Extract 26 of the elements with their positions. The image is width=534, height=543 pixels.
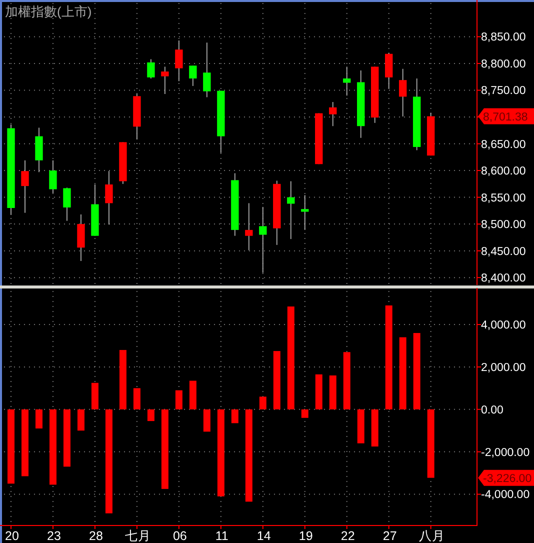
y-tick-label: 4,000.00	[481, 320, 526, 332]
x-tick-label: 06	[172, 529, 187, 543]
y-tick-label: 8,650.00	[481, 138, 526, 151]
y-tick-label: 8,450.00	[481, 246, 526, 258]
y-tick-label: 2,000.00	[481, 362, 526, 374]
x-tick-label: 20	[5, 529, 19, 543]
x-tick-label: 27	[382, 529, 397, 543]
y-tick-label: 8,400.00	[481, 272, 526, 285]
y-tick-label: 0.00	[481, 404, 504, 416]
x-tick-label: 11	[215, 529, 228, 543]
chart-title: 加權指數(上市)	[5, 4, 92, 19]
y-tick-label: -2,000.00	[481, 446, 530, 459]
y-tick-label: 8,600.00	[481, 166, 526, 178]
x-tick-label: 28	[89, 529, 103, 543]
x-tick-label: 22	[340, 529, 355, 543]
y-tick-label: 8,850.00	[481, 32, 526, 44]
y-tick-label: 8,500.00	[481, 219, 526, 232]
x-tick-label: 23	[47, 529, 61, 543]
y-tick-label: 8,550.00	[481, 192, 526, 204]
x-tick-label: 19	[298, 529, 313, 543]
y-tick-label: 8,750.00	[481, 85, 526, 98]
x-tick-label: 14	[256, 529, 271, 543]
x-tick-label: 八月	[418, 529, 445, 543]
y-tick-label: -4,000.00	[481, 489, 530, 502]
y-tick-label: 8,800.00	[481, 58, 526, 70]
x-tick-label: 七月	[124, 529, 151, 543]
